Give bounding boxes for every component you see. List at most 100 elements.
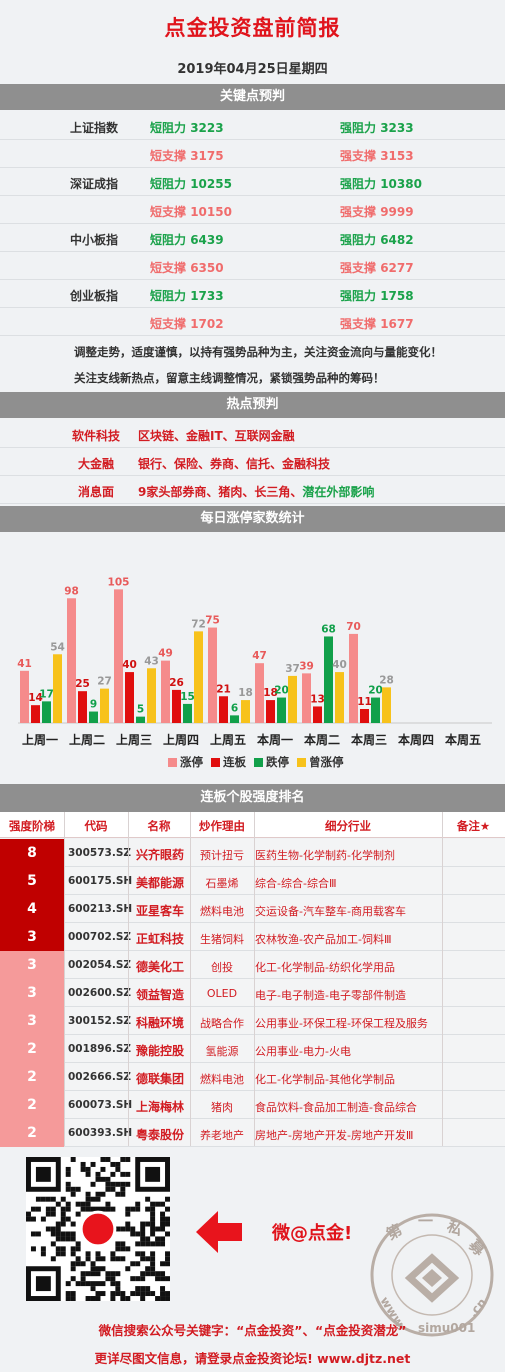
- sub-industry: 综合-综合-综合Ⅲ: [255, 877, 337, 890]
- ranking-table-header: 强度阶梯 代码 名称 炒作理由 细分行业 备注★: [0, 812, 505, 838]
- note-1: 调整走势，适度谨慎，以持有强势品种为主，关注资金流向与量能变化！: [74, 345, 442, 359]
- data-label: 15: [180, 691, 195, 703]
- stock-code: 000702.SZ: [68, 931, 131, 943]
- bar-连板: [31, 705, 40, 723]
- report-date: 2019年04月25日星期四: [177, 62, 328, 77]
- data-label: 18: [238, 687, 253, 699]
- strong-support: 强支撑 9999: [340, 205, 414, 219]
- table-row: 3 002600.SZ 领益智造 OLED 电子-电子制造-电子零部件制造: [0, 979, 505, 1007]
- data-label: 70: [346, 621, 361, 633]
- data-label: 20: [368, 685, 383, 697]
- strong-resistance: 强阻力 6482: [340, 233, 414, 247]
- bar-跌停: [183, 703, 192, 723]
- level-row-resistance: 中小板指 短阻力 6439 强阻力 6482: [0, 224, 505, 252]
- data-label: 14: [28, 692, 43, 704]
- short-support: 短支撑 3175: [150, 149, 224, 163]
- short-resistance: 短阻力 10255: [150, 177, 232, 191]
- x-tick-label: 本周四: [398, 732, 434, 747]
- stock-code: 001896.SZ: [68, 1043, 131, 1055]
- th-name: 名称: [147, 819, 171, 833]
- wechat-search-text: 微信搜索公众号关键字：“点金投资”、“点金投资潜龙”: [98, 1323, 407, 1338]
- data-label: 28: [379, 674, 394, 686]
- stock-code: 002666.SZ: [68, 1071, 131, 1083]
- stock-name: 科融环境: [135, 1016, 184, 1030]
- section-hot: 热点预判: [0, 392, 505, 418]
- data-label: 26: [169, 677, 184, 689]
- x-tick-label: 本周一: [257, 732, 293, 747]
- x-tick-label: 本周三: [351, 732, 387, 747]
- section-key-points: 关键点预判: [0, 84, 505, 110]
- x-tick-label: 上周二: [69, 732, 105, 747]
- legend-swatch: [297, 758, 306, 767]
- strength-level: 3: [0, 979, 64, 1007]
- strength-level: 2: [0, 1119, 64, 1147]
- hype-reason: 创投: [211, 961, 233, 974]
- x-tick-label: 上周四: [163, 732, 199, 747]
- level-row-support: 短支撑 1702 强支撑 1677: [0, 308, 505, 336]
- level-row-support: 短支撑 3175 强支撑 3153: [0, 140, 505, 168]
- bar-涨停: [67, 598, 76, 723]
- stock-code: 300152.SZ: [68, 1015, 131, 1027]
- page-title: 点金投资盘前简报: [164, 16, 341, 40]
- arrow-right-icon: [196, 1211, 242, 1253]
- weibo-handle: 微@点金!: [272, 1223, 353, 1244]
- strength-level: 3: [0, 951, 64, 979]
- stock-code: 002600.SZ: [68, 987, 131, 999]
- forum-visit-text: 更详尽图文信息，请登录点金投资论坛! www.djtz.net: [94, 1351, 411, 1366]
- sub-industry: 公用事业-电力-火电: [255, 1045, 351, 1058]
- strength-level: 8: [0, 839, 64, 867]
- legend-label: 涨停: [180, 755, 203, 769]
- hot-topic-value: 区块链、金融IT、互联网金融: [138, 429, 295, 443]
- legend-item: 跌停: [254, 754, 289, 770]
- svg-text:第: 第: [383, 1221, 405, 1244]
- qr-code: [26, 1157, 170, 1301]
- th-remark: 备注★: [456, 819, 491, 833]
- bar-涨停: [302, 673, 311, 723]
- bar-曾涨停: [335, 672, 344, 723]
- data-label: 25: [75, 678, 90, 690]
- stock-name: 正虹科技: [135, 932, 184, 946]
- level-row-support: 短支撑 10150 强支撑 9999: [0, 196, 505, 224]
- stock-code: 300573.SZ: [68, 847, 131, 859]
- svg-text:一: 一: [418, 1212, 433, 1230]
- strong-resistance: 强阻力 1758: [340, 289, 414, 303]
- data-label: 41: [17, 658, 32, 670]
- stock-code: 600175.SH: [68, 875, 133, 887]
- legend-item: 涨停: [168, 754, 203, 770]
- stock-name: 美都能源: [135, 876, 184, 890]
- index-name: 上证指数: [70, 121, 119, 135]
- strong-resistance: 强阻力 10380: [340, 177, 422, 191]
- hype-reason: 石墨烯: [205, 877, 239, 890]
- hype-reason: 战略合作: [200, 1017, 244, 1030]
- short-resistance: 短阻力 3223: [150, 121, 224, 135]
- bar-涨停: [208, 627, 217, 723]
- hot-topic-value: 银行、保险、券商、信托、金融科技: [138, 457, 331, 471]
- table-row: 3 000702.SZ 正虹科技 生猪饲料 农林牧渔-农产品加工-饲料Ⅲ: [0, 923, 505, 951]
- bar-跌停: [42, 701, 51, 723]
- stock-name: 上海梅林: [135, 1100, 184, 1114]
- hype-reason: 养老地产: [200, 1129, 244, 1142]
- sub-industry: 电子-电子制造-电子零部件制造: [255, 989, 406, 1002]
- index-name: 创业板指: [70, 289, 119, 303]
- table-row: 2 002666.SZ 德联集团 燃料电池 化工-化学制品-其他化学制品: [0, 1063, 505, 1091]
- hype-reason: 燃料电池: [200, 905, 244, 918]
- legend-swatch: [211, 758, 220, 767]
- short-resistance: 短阻力 1733: [150, 289, 224, 303]
- bar-跌停: [371, 697, 380, 723]
- stock-name: 德美化工: [135, 960, 184, 974]
- legend-label: 跌停: [266, 755, 289, 769]
- chart-legend: 涨停 连板 跌停 曾涨停: [168, 754, 352, 770]
- hype-reason: 氢能源: [205, 1045, 239, 1058]
- sub-industry: 交运设备-汽车整车-商用载客车: [255, 905, 406, 918]
- data-label: 5: [137, 704, 144, 716]
- data-label: 13: [310, 693, 325, 705]
- bar-连板: [172, 689, 181, 723]
- table-row: 4 600213.SH 亚星客车 燃料电池 交运设备-汽车整车-商用载客车: [0, 895, 505, 923]
- data-label: 21: [216, 683, 231, 695]
- legend-item: 连板: [211, 754, 246, 770]
- x-tick-label: 上周五: [210, 732, 246, 747]
- bar-曾涨停: [100, 688, 109, 723]
- short-resistance: 短阻力 6439: [150, 233, 224, 247]
- bar-跌停: [89, 711, 98, 723]
